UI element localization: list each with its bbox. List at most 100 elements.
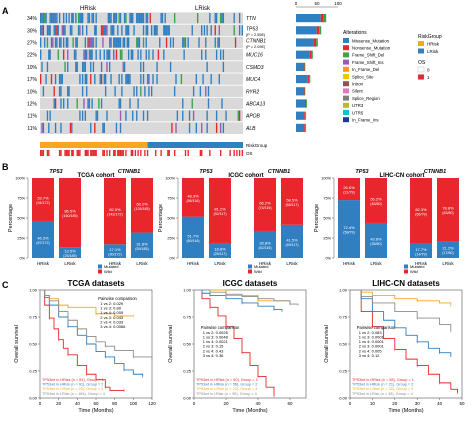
x-tick-label: 120	[148, 401, 156, 406]
os-row-label: OS	[246, 151, 253, 156]
mutation-cell	[86, 74, 88, 85]
y-tick-label: 0.50	[183, 342, 192, 347]
os-event-cell	[114, 150, 116, 156]
wild-bar	[281, 178, 303, 225]
mutation-cell	[91, 49, 93, 60]
mutation-cell	[76, 61, 78, 72]
panel-a-letter: A	[2, 6, 9, 16]
mutation-cell	[48, 122, 50, 133]
mutation-cell	[127, 37, 130, 48]
mutation-cell	[121, 86, 123, 97]
mutated-n-label: (35/80)	[370, 242, 381, 246]
mutation-cell	[63, 13, 65, 24]
legend-label: Splice_Region	[352, 96, 380, 101]
frequency-axis-tick: 100	[334, 1, 342, 6]
legend-swatch	[343, 66, 349, 72]
mutation-cell	[132, 110, 134, 121]
mutation-cell	[90, 61, 92, 72]
legend-swatch	[248, 269, 252, 274]
wild-n-label: (65/79)	[415, 212, 426, 216]
mutation-cell	[63, 98, 65, 109]
wild-n-label: (45/80)	[370, 202, 381, 206]
mutated-pct-label: 17.7%	[415, 247, 427, 252]
os-event-cell	[84, 150, 87, 156]
mutation-cell	[115, 122, 118, 133]
legend-swatch	[343, 52, 349, 58]
mutation-cell	[123, 13, 126, 24]
mutation-cell	[234, 37, 237, 48]
mutated-n-label: (30/172)	[108, 253, 121, 257]
mutation-cell	[56, 25, 58, 36]
os-event-cell	[40, 150, 42, 156]
pairwise-value: 2 vs 3: 0.043	[100, 315, 124, 320]
x-axis-label: Time (Months)	[388, 408, 423, 414]
mutation-cell	[221, 13, 223, 24]
mutation-cell	[130, 13, 133, 24]
mutation-cell	[222, 49, 225, 60]
gene-right-label: CTNNB1	[424, 169, 446, 175]
mutation-cell	[140, 61, 142, 72]
mutation-cell	[138, 13, 141, 24]
mutation-cell	[113, 25, 115, 36]
x-tick-label: HRisk	[415, 261, 428, 266]
mutation-cell	[145, 49, 147, 60]
wild-pct-label: 78.8%	[442, 206, 454, 211]
os-event-cell	[125, 150, 127, 156]
x-tick-label: 60	[287, 401, 293, 406]
legend-swatch	[343, 110, 349, 115]
pairwise-title: Pairwise comparison	[201, 325, 240, 330]
x-tick-label: LRisk	[370, 261, 382, 266]
x-tick-label: 40	[437, 401, 443, 406]
pairwise-title: Pairwise comparison	[98, 296, 137, 301]
mutation-cell	[206, 61, 208, 72]
mutation-cell	[163, 25, 165, 36]
y-tick-label: 100%	[321, 177, 331, 181]
os-event-cell	[58, 150, 61, 156]
group-legend-label: TP53wt in HRisk (n = 56), Group = 2	[196, 383, 257, 387]
wild-n-label: (21/79)	[343, 191, 354, 195]
mutation-cell	[127, 49, 130, 60]
wild-bar	[365, 178, 387, 223]
mutation-cell	[222, 61, 225, 72]
mutation-cell	[40, 25, 42, 36]
frequency-bar	[306, 99, 307, 108]
mutation-cell	[106, 110, 108, 121]
mutation-cell	[42, 86, 45, 97]
mutated-n-label: (17/80)	[442, 251, 453, 255]
wild-pct-label: 82.3%	[415, 207, 427, 212]
mutation-cell	[76, 37, 78, 48]
os-event-cell	[233, 150, 235, 156]
mutation-cell	[182, 98, 184, 109]
frequency-bar	[296, 38, 314, 47]
x-tick-label: LRisk	[136, 261, 148, 266]
gene-pvalue: (P = 2.55E)	[246, 33, 266, 37]
mutation-cell	[84, 37, 87, 48]
pairwise-value: 2 vs 3: 0.15	[203, 344, 224, 349]
mutation-cell	[125, 25, 127, 36]
percent-label: 11%	[27, 126, 37, 132]
os-event-cell	[146, 150, 149, 156]
x-tick-label: LRisk	[442, 261, 454, 266]
mutation-cell	[155, 25, 157, 36]
frequency-bar	[305, 123, 307, 132]
os-event-cell	[122, 150, 124, 156]
mutation-cell	[195, 122, 197, 133]
mutation-cell	[146, 110, 149, 121]
mutation-cell	[159, 37, 161, 48]
mutation-cell	[183, 37, 185, 48]
mutation-cell	[79, 13, 81, 24]
os-event-cell	[109, 150, 111, 156]
gene-label: TTN	[246, 16, 256, 22]
gene-right-label: CTNNB1	[118, 169, 140, 175]
wild-n-label: (74/116)	[258, 206, 271, 210]
legend-label: HRisk	[427, 41, 440, 46]
percent-label: 34%	[27, 16, 38, 22]
mutation-cell	[41, 61, 43, 72]
cohort-title: LIHC-CN cohort	[380, 173, 425, 179]
survival-curve-group-1	[350, 289, 458, 393]
mutation-cell	[117, 25, 119, 36]
mutation-cell	[172, 37, 174, 48]
panel-a: A HRisk LRisk 34%30%27%22%10%17%10%12%11…	[2, 1, 442, 157]
mutation-cell	[169, 37, 172, 48]
mutation-cell	[79, 110, 81, 121]
